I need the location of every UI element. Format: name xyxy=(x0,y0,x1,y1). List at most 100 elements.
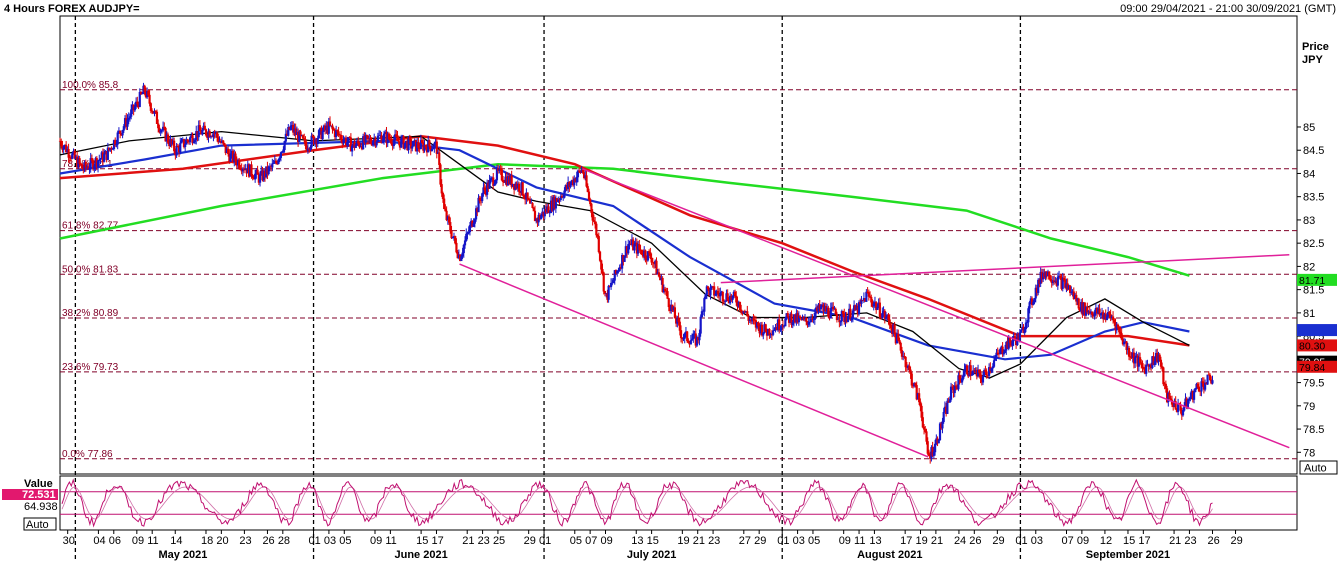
x-tick-label: 20 xyxy=(216,535,228,547)
month-label: July 2021 xyxy=(627,549,677,561)
x-tick-label: 15 xyxy=(416,535,428,547)
plot-frame xyxy=(59,15,1298,475)
x-tick-label: 03 xyxy=(793,535,805,547)
chart-grid xyxy=(59,15,1298,560)
x-tick-label: 24 xyxy=(954,535,966,547)
price-tag xyxy=(1297,273,1337,286)
x-tick-label: 23 xyxy=(708,535,720,547)
x-tick-label: 19 xyxy=(677,535,689,547)
price-axis-label: Price xyxy=(1302,41,1329,53)
y-tick-label: 84 xyxy=(1303,168,1315,180)
currency-label: JPY xyxy=(1302,54,1323,66)
osc-value-label: Value xyxy=(24,478,53,490)
fib-label: 38.2% 80.89 xyxy=(62,308,119,319)
price-tag xyxy=(1297,324,1337,337)
x-tick-label: 11 xyxy=(147,535,158,547)
x-tick-label: 26 xyxy=(1207,535,1219,547)
x-tick-label: 17 xyxy=(1138,535,1150,547)
x-tick-label: 09 xyxy=(370,535,382,547)
price-tag xyxy=(1297,360,1337,373)
axes: 7878.57979.58080.58181.58282.58383.58484… xyxy=(63,41,1338,561)
fib-label: 23.6% 79.73 xyxy=(62,362,119,373)
x-tick-label: 17 xyxy=(900,535,912,547)
sma-mid-line xyxy=(59,139,1190,361)
x-tick-label: 01 xyxy=(1015,535,1027,547)
x-tick-label: 01 xyxy=(309,535,321,547)
channel-line xyxy=(582,168,1290,449)
x-tick-label: 01 xyxy=(777,535,789,547)
y-tick-label: 79.5 xyxy=(1303,378,1324,390)
x-tick-label: 01 xyxy=(539,535,551,547)
x-tick-label: 05 xyxy=(339,535,351,547)
y-tick-label: 85 xyxy=(1303,122,1315,134)
x-tick-label: 04 xyxy=(93,535,105,547)
fib-label: 78.6% 84.1 xyxy=(62,159,113,170)
y-tick-label: 84.5 xyxy=(1303,145,1324,157)
x-tick-label: 13 xyxy=(631,535,643,547)
x-tick-label: 28 xyxy=(278,535,290,547)
oscillator-frame xyxy=(59,475,1298,531)
x-tick-label: 23 xyxy=(239,535,251,547)
y-tick-label: 79 xyxy=(1303,401,1315,413)
x-tick-label: 29 xyxy=(992,535,1004,547)
x-tick-label: 25 xyxy=(493,535,505,547)
osc-line xyxy=(61,478,1213,528)
x-tick-label: 09 xyxy=(601,535,613,547)
channel-line xyxy=(720,254,1290,284)
y-tick-label: 78.5 xyxy=(1303,424,1324,436)
month-label: September 2021 xyxy=(1086,549,1170,561)
x-tick-label: 21 xyxy=(931,535,943,547)
y-tick-label: 82.5 xyxy=(1303,238,1324,250)
x-tick-label: 21 xyxy=(693,535,705,547)
osc-signal-value: 64.938 xyxy=(24,501,58,513)
x-tick-label: 21 xyxy=(1169,535,1181,547)
month-label: August 2021 xyxy=(857,549,922,561)
x-tick-label: 11 xyxy=(854,535,865,547)
x-tick-label: 09 xyxy=(132,535,144,547)
date-range: 09:00 29/04/2021 - 21:00 30/09/2021 (GMT… xyxy=(1120,3,1336,15)
x-tick-label: 11 xyxy=(385,535,396,547)
x-tick-label: 26 xyxy=(262,535,274,547)
x-tick-label: 30 xyxy=(63,535,75,547)
x-tick-label: 07 xyxy=(1062,535,1074,547)
x-tick-label: 14 xyxy=(170,535,182,547)
x-tick-label: 27 xyxy=(739,535,751,547)
x-tick-label: 06 xyxy=(109,535,121,547)
osc-auto-button xyxy=(23,517,57,531)
x-tick-label: 26 xyxy=(969,535,981,547)
channel-lines xyxy=(459,168,1290,458)
x-tick-label: 09 xyxy=(1077,535,1089,547)
x-tick-label: 23 xyxy=(1184,535,1196,547)
y-tick-label: 78 xyxy=(1303,447,1315,459)
x-tick-label: 17 xyxy=(431,535,443,547)
x-tick-label: 19 xyxy=(916,535,928,547)
auto-button xyxy=(1299,460,1338,475)
x-tick-label: 21 xyxy=(462,535,474,547)
x-tick-label: 13 xyxy=(869,535,881,547)
x-tick-label: 15 xyxy=(647,535,659,547)
y-tick-label: 81.5 xyxy=(1303,285,1324,297)
x-tick-label: 18 xyxy=(201,535,213,547)
fib-label: 61.8% 82.77 xyxy=(62,221,119,232)
y-tick-label: 83 xyxy=(1303,215,1315,227)
month-label: June 2021 xyxy=(395,549,448,561)
x-tick-label: 05 xyxy=(570,535,582,547)
osc-signal-line xyxy=(61,486,1213,520)
x-tick-label: 09 xyxy=(839,535,851,547)
month-label: May 2021 xyxy=(158,549,207,561)
osc-auto-label: Auto xyxy=(26,519,49,531)
osc-current-value: 72.531 xyxy=(22,489,56,501)
fib-label: 0.0% 77.86 xyxy=(62,449,113,460)
x-tick-label: 29 xyxy=(524,535,536,547)
fib-label: 50.0% 81.83 xyxy=(62,264,119,275)
x-tick-label: 15 xyxy=(1123,535,1135,547)
y-tick-label: 81 xyxy=(1303,308,1315,320)
x-tick-label: 03 xyxy=(1031,535,1043,547)
price-tag xyxy=(1297,339,1337,352)
sma-200-line xyxy=(59,162,1190,277)
channel-line xyxy=(459,263,929,458)
osc-value-badge xyxy=(2,489,58,500)
x-tick-label: 23 xyxy=(478,535,490,547)
